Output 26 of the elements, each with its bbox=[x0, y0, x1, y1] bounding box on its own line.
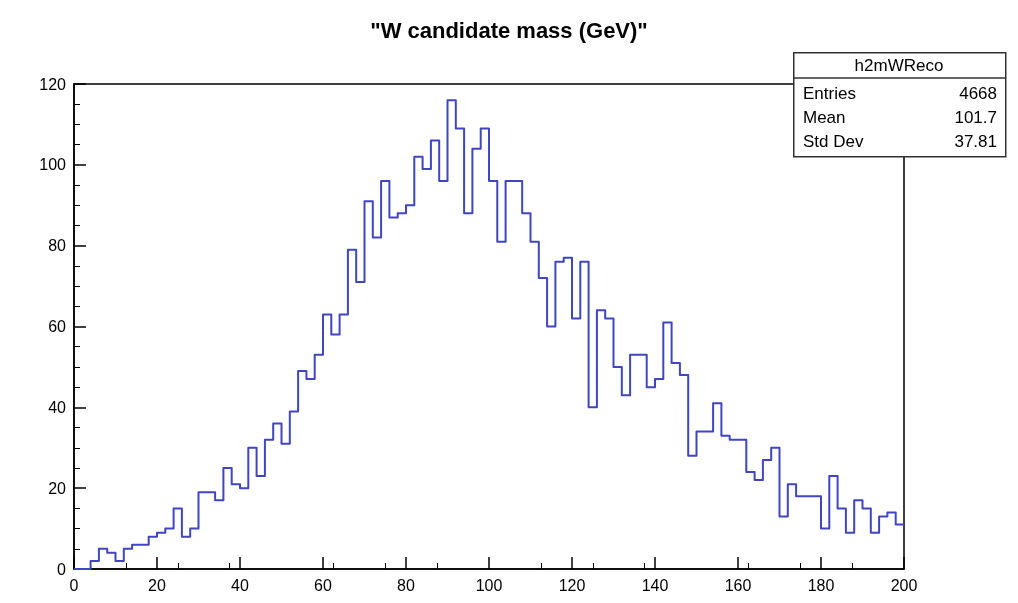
y-tick-label: 0 bbox=[57, 560, 67, 578]
text: 101.7 bbox=[954, 107, 997, 127]
text: 37.81 bbox=[954, 131, 997, 151]
x-tick-label: 100 bbox=[475, 576, 503, 594]
text: h2mWReco bbox=[854, 55, 944, 75]
x-tick-label: 0 bbox=[69, 576, 79, 594]
x-tick-label: 180 bbox=[807, 576, 835, 594]
annotation: Std Dev bbox=[803, 131, 864, 151]
chart-title: "W candidate mass (GeV)" bbox=[370, 17, 648, 43]
text: 4668 bbox=[959, 83, 997, 103]
y-tick-label: 60 bbox=[48, 318, 67, 335]
x-tick-label: 60 bbox=[314, 576, 332, 594]
x-tick-label: 200 bbox=[890, 576, 918, 594]
x-tick-label: 140 bbox=[641, 576, 669, 594]
y-tick-label: 100 bbox=[39, 156, 67, 174]
annotation: Entries bbox=[803, 83, 856, 103]
x-tick-label: 20 bbox=[148, 576, 166, 594]
x-tick-label: 40 bbox=[231, 576, 249, 594]
y-tick-label: 80 bbox=[48, 237, 67, 255]
x-tick-label: 120 bbox=[558, 576, 586, 594]
x-tick-label: 80 bbox=[397, 576, 415, 594]
y-tick-label: 120 bbox=[39, 75, 67, 93]
x-tick-label: 160 bbox=[724, 576, 752, 594]
y-tick-label: 40 bbox=[48, 398, 67, 416]
annotation: Mean bbox=[803, 107, 846, 127]
y-tick-label: 20 bbox=[48, 479, 67, 497]
